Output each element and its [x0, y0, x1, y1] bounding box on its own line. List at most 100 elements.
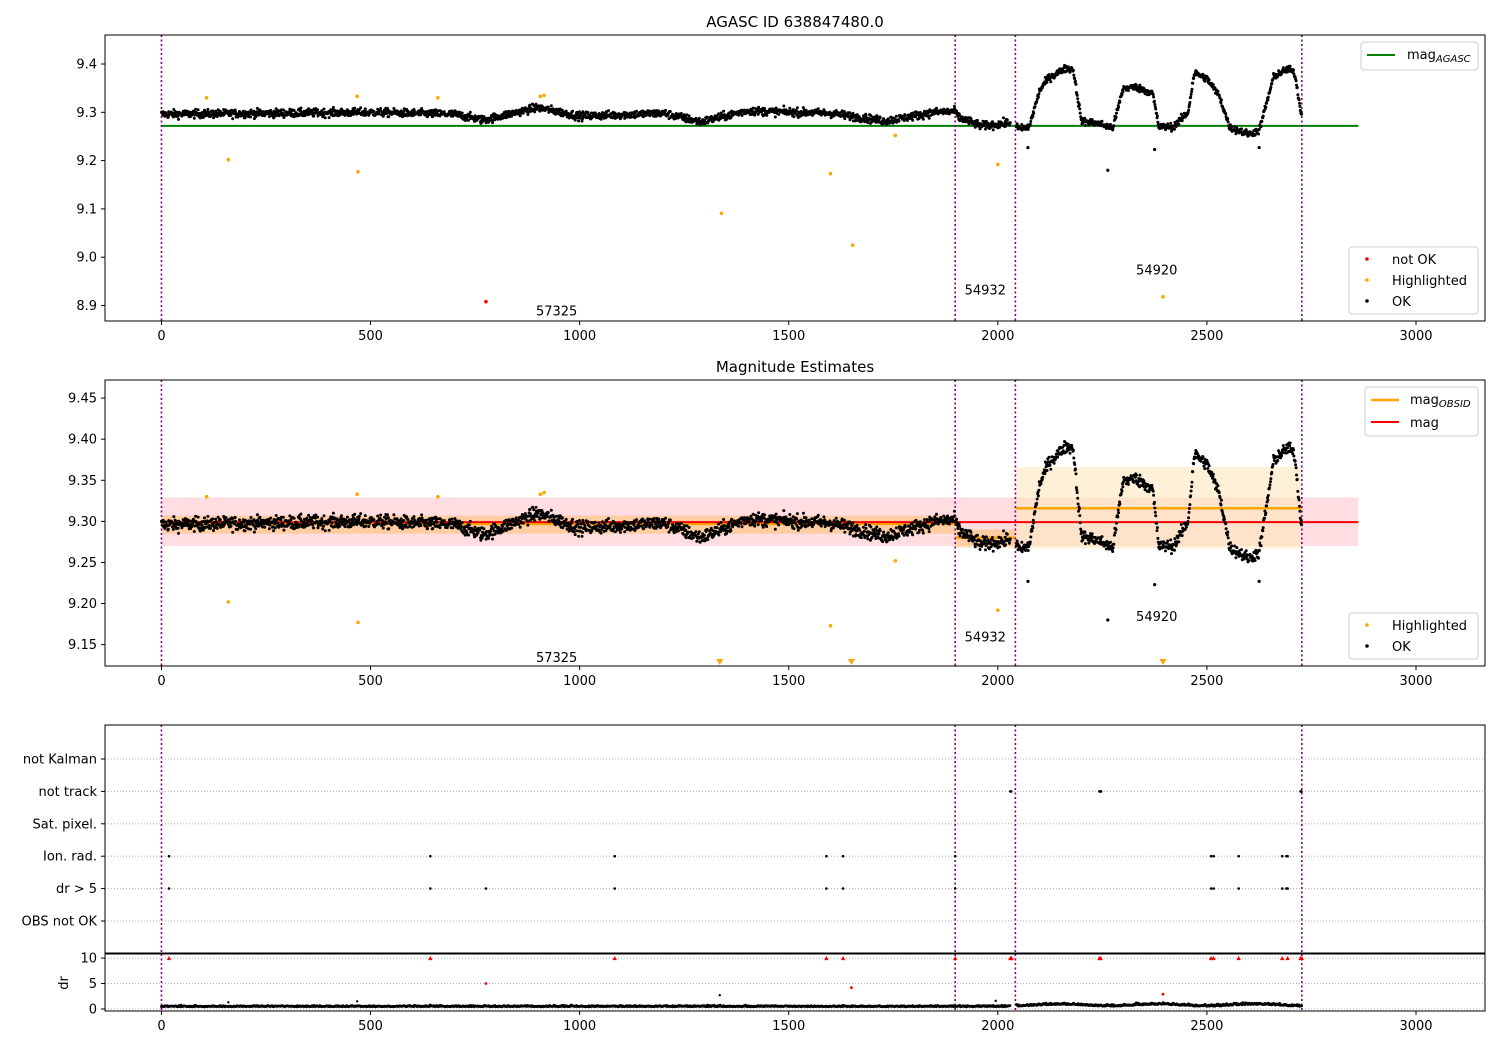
ok-point: [706, 538, 710, 542]
ok-point: [998, 125, 1002, 129]
ok-point: [1074, 467, 1077, 471]
ok-point: [575, 116, 579, 120]
ok-point: [958, 524, 961, 528]
ok-point: [1266, 95, 1270, 99]
ok-point: [717, 522, 720, 526]
ok-point: [652, 109, 656, 113]
ok-point: [1111, 550, 1115, 553]
ok-point: [941, 522, 945, 526]
ok-point: [1032, 111, 1036, 115]
ok-point: [674, 112, 678, 115]
ok-point: [751, 106, 755, 110]
highlighted-point: [1161, 295, 1165, 299]
ok-point: [279, 518, 283, 522]
ok-point: [593, 520, 597, 524]
ok-point: [819, 524, 823, 528]
ok-point: [679, 521, 683, 525]
ok-point: [842, 110, 846, 114]
ok-point: [1114, 115, 1118, 119]
ok-point: [1192, 77, 1196, 80]
ok-point: [330, 111, 334, 115]
ok-point: [549, 104, 553, 108]
ok-point: [581, 518, 585, 522]
ok-point: [1100, 535, 1104, 539]
ok-point: [843, 530, 847, 534]
ok-point: [1029, 120, 1033, 123]
ok-point: [705, 528, 709, 531]
highlighted-point: [538, 94, 543, 99]
ok-point: [505, 528, 508, 532]
ok-point: [338, 524, 342, 528]
ok-point: [219, 525, 223, 529]
ok-point: [761, 525, 765, 529]
ok-point: [1039, 482, 1043, 486]
ok-point: [717, 112, 720, 116]
ok-point: [1068, 70, 1072, 74]
ok-point: [595, 113, 599, 117]
ok-point: [1007, 541, 1011, 545]
ok-point: [777, 523, 781, 527]
ok-point: [723, 524, 726, 527]
ok-point: [482, 115, 486, 119]
ok-point: [1056, 449, 1060, 453]
ok-point: [851, 111, 855, 115]
ok-point: [1072, 456, 1076, 460]
ok-point: [952, 104, 956, 108]
ok-point: [918, 520, 922, 524]
ok-point: [1190, 87, 1194, 91]
ok-point: [1118, 502, 1122, 506]
p1-x-tick-label: 1500: [772, 329, 805, 344]
ok-point: [1073, 463, 1077, 466]
ok-point: [869, 114, 873, 118]
ok-point: [1111, 546, 1115, 550]
ok-point: [467, 523, 471, 527]
ok-point: [431, 115, 435, 118]
ok-point: [998, 545, 1002, 549]
ok-point: [459, 524, 463, 528]
ok-point: [218, 518, 222, 522]
ok-point: [1154, 107, 1158, 111]
ok-point: [822, 515, 826, 519]
ok-point: [288, 514, 292, 518]
ok-point: [897, 532, 900, 536]
ok-point: [468, 519, 472, 523]
ok-point: [679, 112, 683, 115]
ok-point: [1261, 114, 1265, 118]
ok-point: [1030, 529, 1034, 533]
ok-point: [1015, 539, 1019, 543]
ok-point: [569, 525, 572, 529]
ok-point: [196, 108, 200, 112]
ok-point: [1153, 99, 1156, 103]
ok-point: [274, 107, 278, 111]
ok-point: [795, 512, 799, 516]
ok-point: [386, 516, 390, 520]
ok-point: [788, 513, 792, 516]
ok-point: [424, 518, 428, 522]
ok-point: [1112, 542, 1116, 546]
ok-point: [1035, 501, 1039, 505]
p1-x-tick-label: 2500: [1190, 329, 1223, 344]
ok-point: [1031, 526, 1035, 530]
ok-point: [682, 113, 686, 117]
obsid-label: 54920: [1136, 263, 1177, 278]
ok-point: [882, 530, 886, 534]
ok-point: [166, 527, 170, 531]
ok-point: [359, 106, 363, 110]
ok-point: [894, 526, 898, 530]
ok-point: [1033, 105, 1037, 109]
ok-point: [792, 527, 796, 531]
ok-point: [848, 520, 851, 524]
legend-mag-agasc: magAGASC: [1360, 41, 1479, 71]
ok-point: [224, 516, 228, 519]
p1-x-tick-label: 3000: [1399, 329, 1432, 344]
p1-y-tick-label: 9.3: [76, 106, 97, 121]
p1-x-tick-label: 500: [358, 329, 383, 344]
ok-point: [668, 110, 672, 114]
ok-point: [292, 109, 296, 112]
ok-point: [705, 115, 709, 119]
ok-point: [1260, 120, 1264, 123]
ok-point: [166, 115, 170, 119]
ok-point: [359, 512, 363, 516]
ok-point: [323, 529, 327, 533]
ok-point: [635, 518, 639, 522]
